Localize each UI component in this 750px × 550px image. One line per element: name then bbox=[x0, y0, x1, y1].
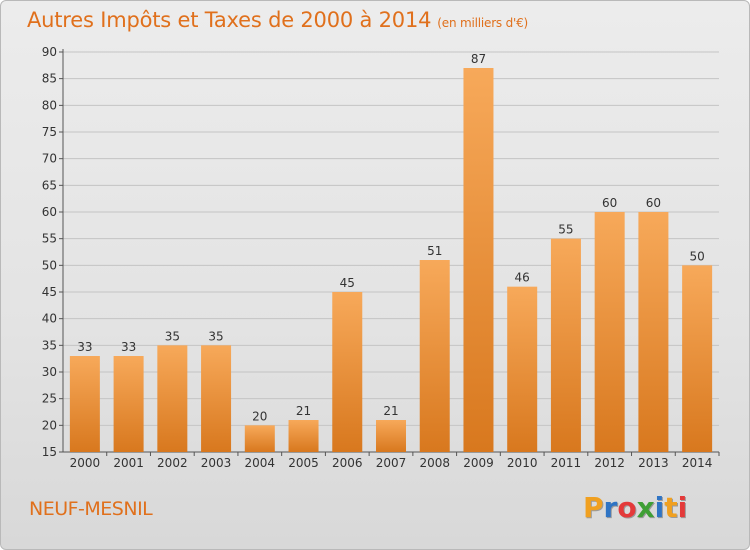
data-label: 60 bbox=[602, 196, 617, 210]
x-tick-label: 2006 bbox=[332, 456, 363, 470]
data-label: 21 bbox=[383, 404, 398, 418]
data-label: 45 bbox=[340, 276, 355, 290]
y-tick-label: 60 bbox=[42, 205, 57, 219]
x-tick-label: 2014 bbox=[682, 456, 713, 470]
y-tick-label: 15 bbox=[42, 445, 57, 459]
y-tick-label: 65 bbox=[42, 178, 57, 192]
bar bbox=[113, 356, 144, 452]
data-label: 50 bbox=[689, 249, 704, 263]
y-tick-label: 35 bbox=[42, 338, 57, 352]
x-tick-label: 2013 bbox=[638, 456, 669, 470]
data-labels: 33 33 35 35 20 21 45 21 51 87 46 55 60 60 50 bbox=[77, 52, 705, 423]
y-tick-label: 85 bbox=[42, 72, 57, 86]
bar bbox=[463, 68, 494, 452]
logo-letter: t bbox=[664, 491, 678, 524]
x-tick-label: 2004 bbox=[245, 456, 276, 470]
y-tick-labels: 15 20 25 30 35 40 45 50 55 60 65 70 75 80 85 90 bbox=[42, 45, 57, 459]
bar bbox=[682, 265, 713, 452]
logo-letter: i bbox=[654, 491, 665, 524]
bar bbox=[157, 345, 188, 452]
town-name: NEUF-MESNIL bbox=[29, 498, 153, 520]
logo-letter: r bbox=[603, 491, 618, 524]
x-tick-label: 2011 bbox=[551, 456, 582, 470]
x-tick-label: 2010 bbox=[507, 456, 538, 470]
x-tick-label: 2001 bbox=[113, 456, 144, 470]
y-tick-label: 30 bbox=[42, 365, 57, 379]
x-tick-label: 2002 bbox=[157, 456, 188, 470]
bar bbox=[288, 420, 319, 452]
x-tick-label: 2005 bbox=[288, 456, 319, 470]
data-label: 35 bbox=[165, 329, 180, 343]
logo-letter: P bbox=[583, 491, 604, 524]
bar bbox=[638, 212, 669, 452]
x-tick-label: 2012 bbox=[594, 456, 625, 470]
data-label: 33 bbox=[77, 340, 92, 354]
data-label: 60 bbox=[646, 196, 661, 210]
data-label: 46 bbox=[515, 271, 530, 285]
bar bbox=[594, 212, 625, 452]
bar bbox=[376, 420, 406, 452]
x-tick-label: 2008 bbox=[419, 456, 450, 470]
data-label: 20 bbox=[252, 409, 267, 423]
y-tick-label: 70 bbox=[42, 152, 57, 166]
chart-unit: (en milliers d'€) bbox=[437, 16, 529, 30]
y-tick-label: 40 bbox=[42, 312, 57, 326]
bar bbox=[244, 425, 275, 452]
proxiti-logo[interactable]: Proxiti bbox=[583, 491, 687, 524]
y-tick-label: 55 bbox=[42, 232, 57, 246]
data-label: 21 bbox=[296, 404, 311, 418]
x-tick-label: 2007 bbox=[376, 456, 407, 470]
y-tick-label: 45 bbox=[42, 285, 57, 299]
logo-letter: x bbox=[636, 491, 655, 524]
bar bbox=[201, 345, 232, 452]
bars bbox=[69, 68, 713, 452]
bar bbox=[69, 356, 100, 452]
bar bbox=[419, 260, 450, 452]
x-tick-label: 2003 bbox=[201, 456, 232, 470]
y-tick-label: 20 bbox=[42, 418, 57, 432]
y-tick-label: 75 bbox=[42, 125, 57, 139]
chart-title: Autres Impôts et Taxes de 2000 à 2014 (en… bbox=[27, 8, 528, 32]
x-tick-label: 2000 bbox=[70, 456, 101, 470]
data-label: 87 bbox=[471, 52, 486, 66]
data-label: 55 bbox=[558, 223, 573, 237]
chart-title-text: Autres Impôts et Taxes de 2000 à 2014 bbox=[27, 8, 432, 32]
y-tick-label: 25 bbox=[42, 392, 57, 406]
bar bbox=[507, 286, 538, 452]
logo-letter: o bbox=[617, 491, 637, 524]
logo-letter: i bbox=[677, 491, 688, 524]
y-tick-label: 50 bbox=[42, 258, 57, 272]
bar bbox=[332, 292, 363, 452]
bar bbox=[550, 238, 581, 452]
y-tick-label: 90 bbox=[42, 45, 57, 59]
data-label: 51 bbox=[427, 244, 442, 258]
x-tick-label: 2009 bbox=[463, 456, 494, 470]
data-label: 33 bbox=[121, 340, 136, 354]
data-label: 35 bbox=[208, 329, 223, 343]
y-tick-label: 80 bbox=[42, 98, 57, 112]
x-tick-labels: 2000 2001 2002 2003 2004 2005 2006 2007 2008 2009… bbox=[70, 456, 713, 470]
